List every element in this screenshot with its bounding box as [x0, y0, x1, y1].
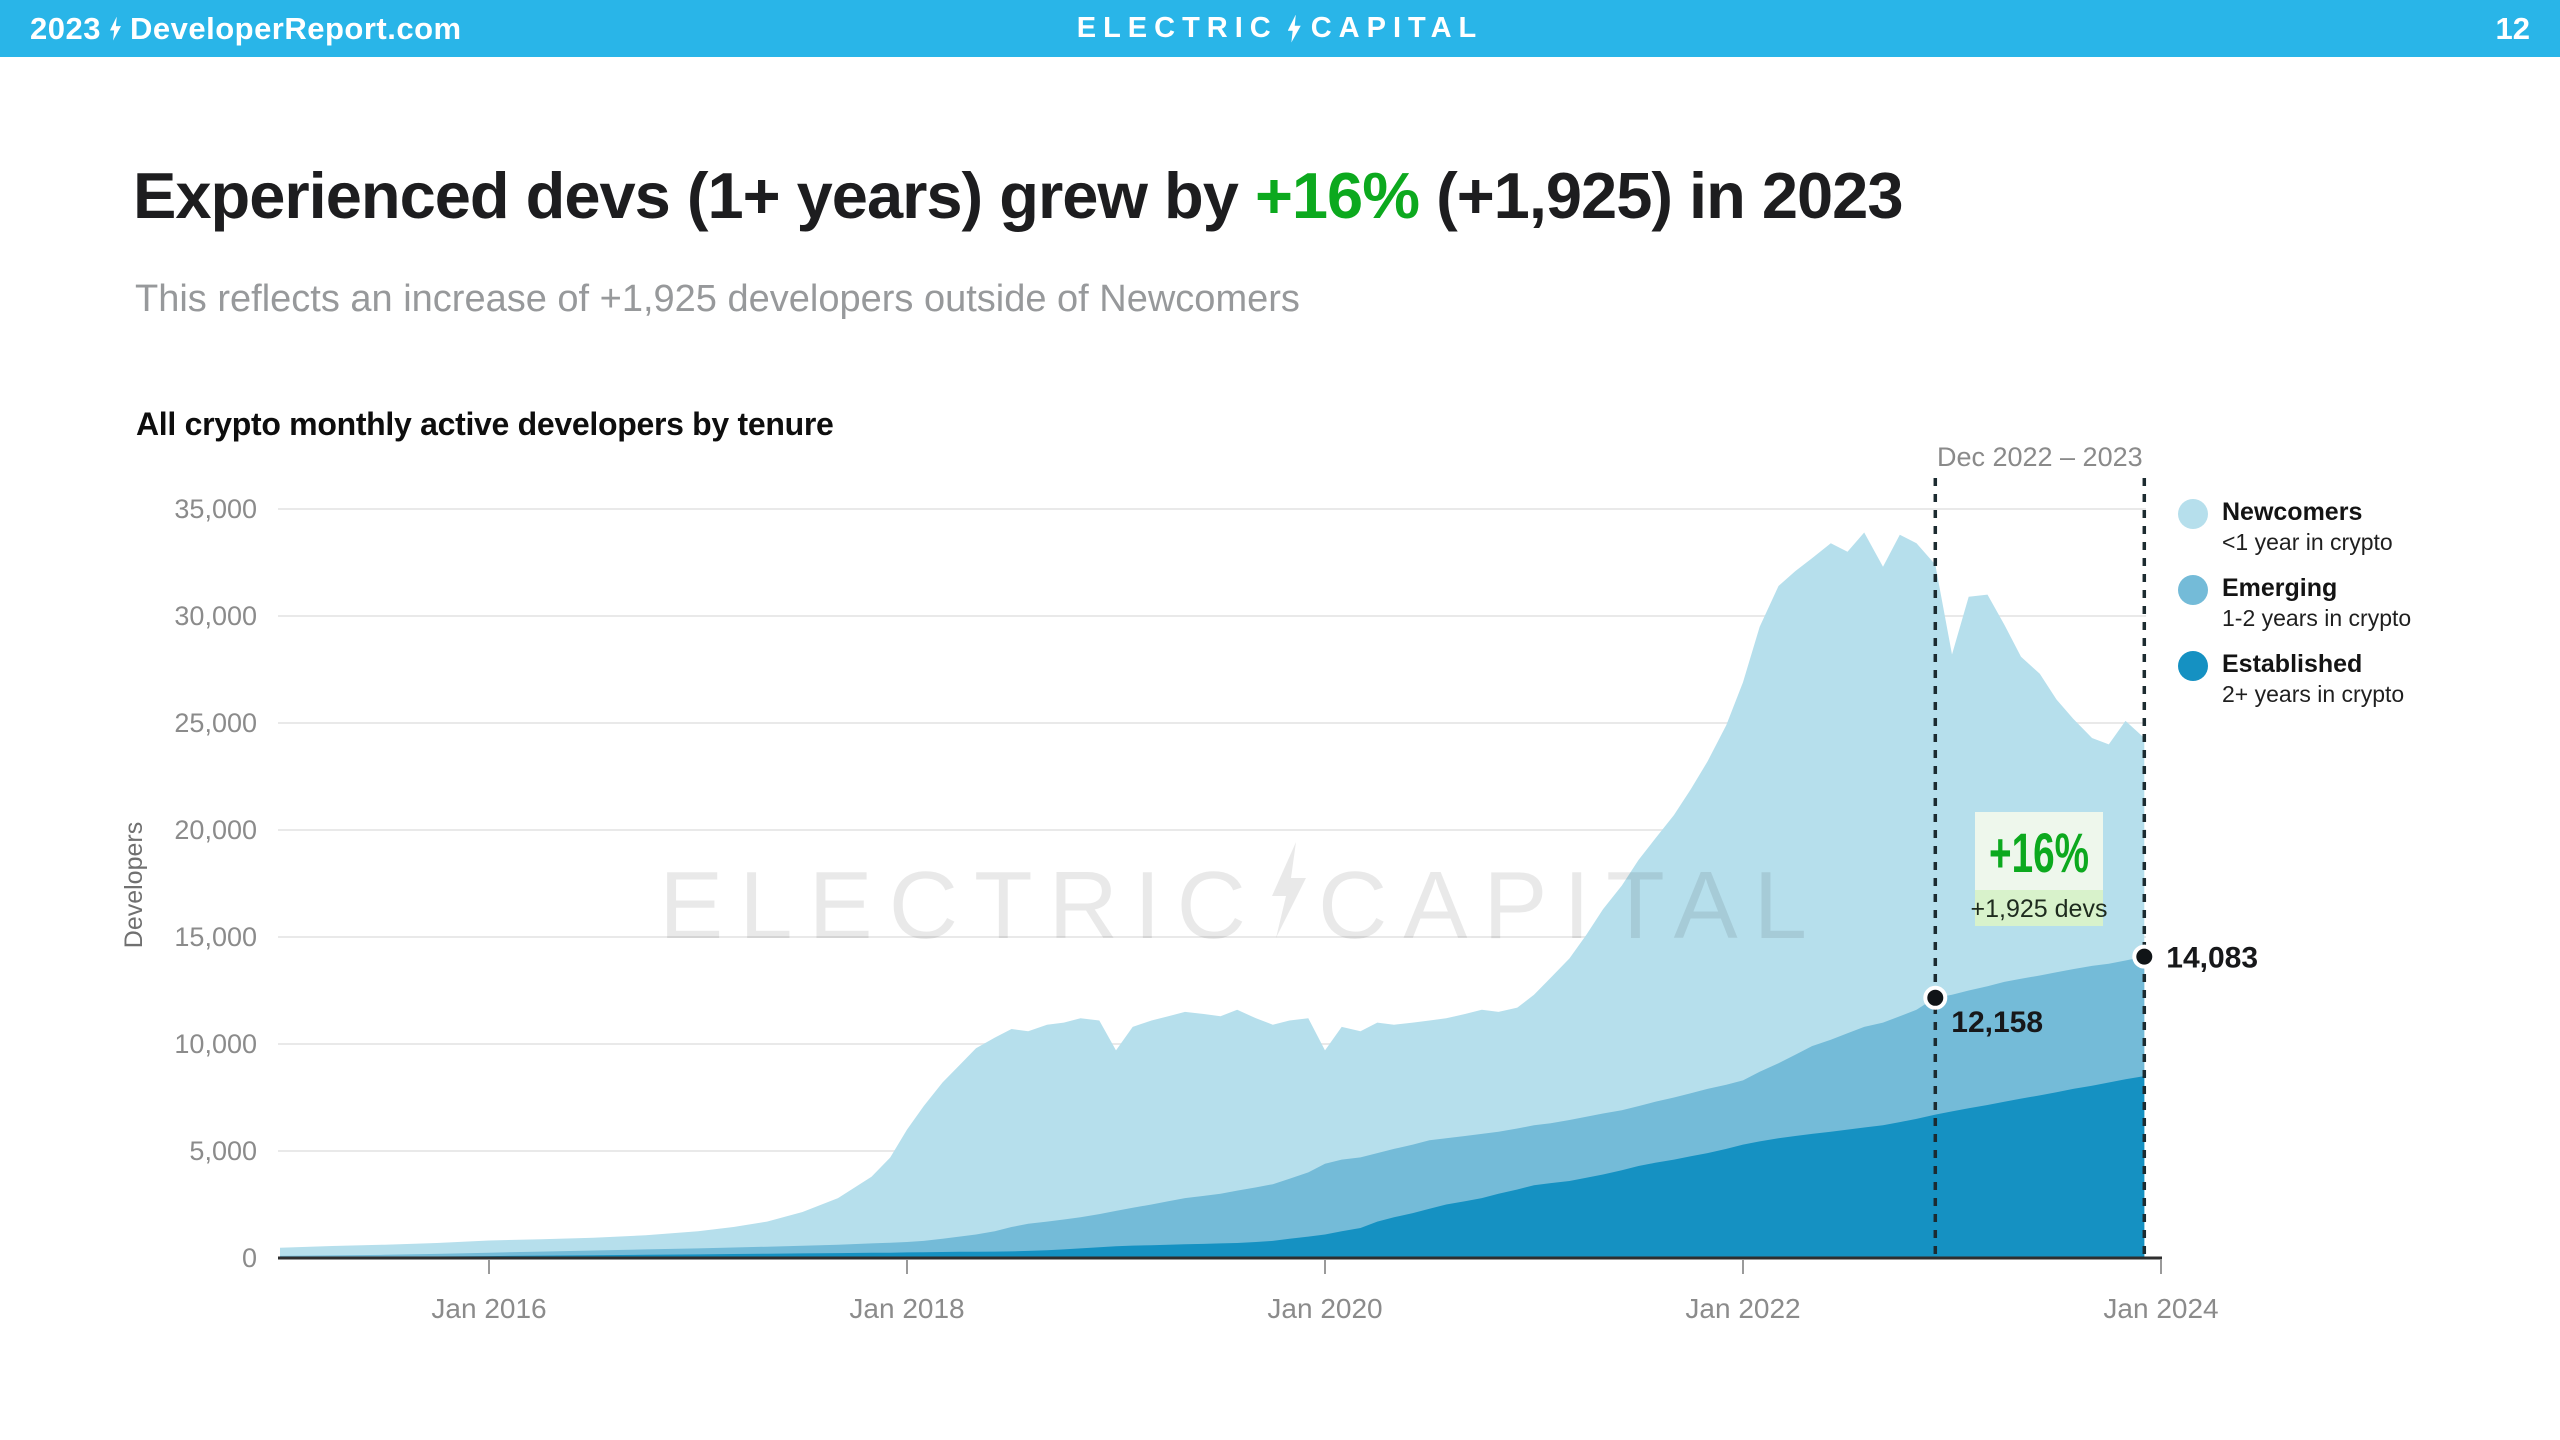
logo-text-left: ELECTRIC	[1076, 12, 1278, 44]
report-site-link[interactable]: 2023 DeveloperReport.com	[30, 0, 462, 57]
emerging-swatch-icon	[2178, 575, 2208, 605]
slide-title-highlight: +16%	[1254, 159, 1420, 232]
x-axis-tick-label: Jan 2024	[2103, 1293, 2218, 1324]
data-point-marker	[1923, 985, 1948, 1010]
x-axis-tick-label: Jan 2018	[849, 1293, 964, 1324]
x-axis-tick-label: Jan 2016	[431, 1293, 546, 1324]
growth-badge-top	[1975, 812, 2103, 890]
y-axis-tick-label: 30,000	[174, 601, 257, 631]
y-axis-tick-label: 25,000	[174, 708, 257, 738]
slide-title-suffix: (+1,925) in 2023	[1419, 159, 1903, 232]
annotation-range-label: Dec 2022 – 2023	[1937, 442, 2143, 472]
y-axis-tick-label: 10,000	[174, 1029, 257, 1059]
top-bar: 2023 DeveloperReport.com ELECTRIC CAPITA…	[0, 0, 2560, 57]
report-year: 2023	[30, 10, 101, 46]
legend-label: Emerging	[2222, 574, 2338, 602]
data-point-label: 14,083	[2166, 942, 2258, 975]
y-axis-tick-label: 20,000	[174, 815, 257, 845]
slide-title-prefix: Experienced devs (1+ years) grew by	[133, 159, 1255, 232]
growth-badge-percent: +16%	[1989, 821, 2089, 884]
x-axis-tick-label: Jan 2022	[1685, 1293, 1800, 1324]
electric-capital-logo: ELECTRIC CAPITAL	[0, 0, 2560, 57]
legend-label: Established	[2222, 650, 2363, 678]
established-swatch-icon	[2178, 651, 2208, 681]
legend-item-emerging: Emerging 1-2 years in crypto	[2178, 573, 2538, 632]
y-axis-tick-label: 35,000	[174, 494, 257, 524]
logo-text-right: CAPITAL	[1310, 12, 1484, 44]
y-axis-tick-label: 0	[242, 1243, 257, 1273]
page-number: 12	[2495, 10, 2530, 46]
legend-desc: 2+ years in crypto	[2222, 681, 2405, 707]
lightning-bolt-icon	[109, 16, 121, 41]
slide-subtitle: This reflects an increase of +1,925 deve…	[135, 278, 1300, 320]
legend-desc: <1 year in crypto	[2222, 529, 2393, 555]
legend-label: Newcomers	[2222, 498, 2363, 526]
legend-item-established: Established 2+ years in crypto	[2178, 649, 2538, 708]
area-newcomers	[280, 532, 2145, 1258]
slide-title: Experienced devs (1+ years) grew by +16%…	[133, 160, 2433, 232]
y-axis-title: Developers	[120, 822, 148, 948]
y-axis-tick-label: 5,000	[189, 1136, 257, 1166]
chart-title: All crypto monthly active developers by …	[136, 406, 834, 442]
watermark-bolt-icon	[1272, 842, 1306, 938]
area-established	[280, 1076, 2145, 1258]
newcomers-swatch-icon	[2178, 499, 2208, 529]
legend-item-newcomers: Newcomers <1 year in crypto	[2178, 497, 2538, 556]
chart-legend: Newcomers <1 year in crypto Emerging 1-2…	[2178, 497, 2538, 708]
watermark-text: ELECTRIC	[659, 852, 1262, 959]
report-site-label: DeveloperReport.com	[129, 10, 462, 46]
y-axis-tick-label: 15,000	[174, 922, 257, 952]
watermark-text: CAPITAL	[1318, 852, 1823, 959]
growth-badge-bottom	[1975, 890, 2103, 926]
growth-badge-subtext: +1,925 devs	[1971, 895, 2108, 923]
data-point-label: 12,158	[1951, 1006, 2043, 1039]
legend-desc: 1-2 years in crypto	[2222, 605, 2412, 631]
data-point-marker	[2132, 944, 2157, 969]
x-axis-tick-label: Jan 2020	[1267, 1293, 1382, 1324]
